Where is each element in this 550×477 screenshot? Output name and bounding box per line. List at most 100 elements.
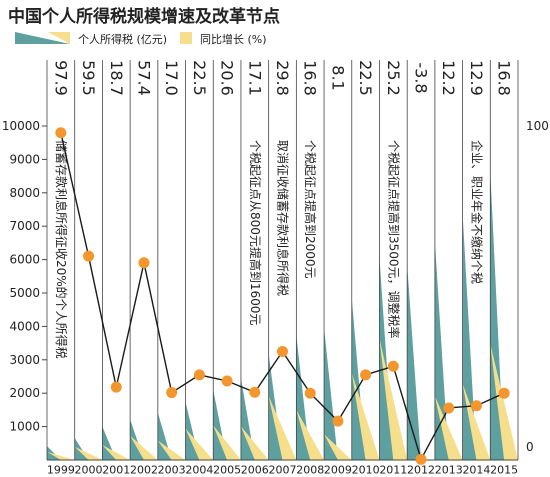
growth-shade-2004 [185,428,214,460]
growth-point-2010 [360,369,372,381]
x-tick-label-2000: 2000 [75,464,103,477]
growth-point-1999 [55,127,67,139]
growth-shade-2002 [130,435,158,460]
growth-point-2001 [110,381,122,393]
growth-shade-2008 [296,409,325,460]
right-tick-label: 0 [526,440,534,454]
growth-shade-2015 [490,343,518,460]
left-tick-label: 4000 [9,319,40,333]
chart-title: 中国个人所得税规模增速及改革节点 [8,6,280,27]
x-tick-label-2007: 2007 [269,464,297,477]
revenue-bar-2004 [185,401,200,460]
growth-label-2012: -3.8 [412,62,431,93]
left-tick-label: 5000 [9,286,40,300]
x-tick-label-2015: 2015 [490,464,518,477]
growth-point-2009 [332,415,344,427]
left-tick-label: 9000 [9,152,40,166]
x-tick-label-1999: 1999 [47,464,75,477]
growth-shade-2006 [240,426,269,460]
legend-growth-swatch [180,32,192,44]
x-tick-label-2006: 2006 [241,464,269,477]
legend-teal-swatch [15,32,70,44]
growth-shade-2003 [157,440,186,460]
growth-label-2004: 22.5 [190,60,209,96]
growth-label-2002: 57.4 [134,60,153,96]
growth-label-2009: 8.1 [328,65,347,90]
revenue-bar-2010 [351,298,366,460]
annotation-2007: 取消征收储蓄存款利息所得税 [276,140,291,296]
revenue-bar-1999 [47,446,61,460]
legend-revenue-label: 个人所得税 (亿元) [78,32,167,46]
revenue-bar-2008 [296,335,311,460]
x-tick-label-2002: 2002 [130,464,158,477]
growth-shade-2005 [213,425,241,460]
revenue-bar-2011 [379,257,394,460]
growth-point-2006 [249,386,261,398]
growth-point-2012 [415,453,427,465]
x-tick-label-2003: 2003 [158,464,186,477]
x-tick-label-2014: 2014 [462,464,490,477]
growth-point-2014 [470,400,482,412]
growth-label-2000: 59.5 [79,60,98,96]
x-tick-label-2005: 2005 [213,464,241,477]
revenue-bar-2012 [407,265,422,460]
growth-shade-2013 [434,396,463,460]
left-tick-label: 8000 [9,186,40,200]
left-tick-label: 2000 [9,386,40,400]
growth-label-2003: 17.0 [162,60,181,96]
x-tick-label-2011: 2011 [379,464,407,477]
growth-label-2006: 17.1 [245,60,264,96]
left-tick-label: 6000 [9,253,40,267]
growth-point-2013 [443,402,455,414]
growth-label-2011: 25.2 [384,60,403,96]
annotation-2014: 企业、职业年金不缴纳个税 [469,140,484,284]
growth-label-1999: 97.9 [51,60,70,96]
growth-label-2010: 22.5 [356,60,375,96]
growth-label-2008: 16.8 [301,60,320,96]
x-tick-label-2013: 2013 [435,464,463,477]
revenue-bar-2002 [130,419,144,460]
revenue-bar-2009 [324,328,338,460]
growth-point-2003 [166,387,178,399]
legend-growth-label: 同比增长 (%) [200,32,267,46]
annotation-1999: 储蓄存款利息所得征收20%的个人所得税 [54,140,69,359]
annotation-2008: 个税起征点提高到2000元 [303,140,318,279]
growth-label-2015: 16.8 [495,60,514,96]
left-tick-label: 7000 [9,219,40,233]
growth-point-2015 [498,387,510,399]
growth-point-2007 [277,345,288,357]
growth-shade-2011 [379,338,408,460]
growth-label-2005: 20.6 [218,60,237,96]
revenue-bar-2007 [268,353,283,460]
growth-shade-1999 [47,451,75,460]
x-tick-label-2001: 2001 [102,464,130,477]
revenue-bar-2015 [490,172,505,460]
left-tick-label: 3000 [9,353,40,367]
legend: 个人所得税 (亿元) 同比增长 (%) [15,32,267,46]
growth-shade-2001 [102,445,131,460]
growth-label-2001: 18.7 [107,60,126,96]
left-tick-label: 1000 [9,420,40,434]
growth-shade-2007 [268,396,297,460]
right-tick-label: 100 [526,119,549,133]
growth-label-2013: 12.2 [439,60,458,96]
left-tick-label: 10000 [2,119,40,133]
growth-point-2008 [304,387,316,399]
x-tick-label-2009: 2009 [324,464,352,477]
growth-label-2007: 29.8 [273,60,292,96]
growth-point-2002 [138,257,150,269]
annotation-2011: 个税起征点提高到3500元，调整税率 [386,140,401,339]
revenue-bar-2001 [102,426,117,460]
growth-point-2000 [83,250,95,262]
x-tick-label-2004: 2004 [185,464,213,477]
growth-shade-2000 [74,446,103,460]
growth-shade-2010 [351,372,380,460]
x-tick-label-2010: 2010 [352,464,380,477]
growth-point-2005 [221,375,233,387]
growth-shade-2014 [462,383,491,460]
annotation-2006: 个税起征点从800元提高到1600元 [248,140,263,325]
growth-point-2011 [387,360,399,372]
x-tick-label-2008: 2008 [296,464,324,477]
legend-yellow-swatch [48,32,70,44]
